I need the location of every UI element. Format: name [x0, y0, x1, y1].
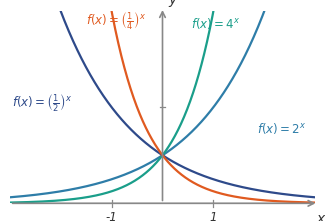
- Text: $f(x) = \left(\frac{1}{4}\right)^x$: $f(x) = \left(\frac{1}{4}\right)^x$: [86, 10, 147, 31]
- Text: $y$: $y$: [168, 0, 178, 9]
- Text: $f(x) = \left(\frac{1}{2}\right)^x$: $f(x) = \left(\frac{1}{2}\right)^x$: [12, 92, 73, 113]
- Text: $f(x) = 4^x$: $f(x) = 4^x$: [190, 15, 240, 30]
- Text: 1: 1: [210, 211, 217, 221]
- Text: -1: -1: [106, 211, 117, 221]
- Text: $x$: $x$: [316, 212, 325, 221]
- Text: $f(x) = 2^x$: $f(x) = 2^x$: [257, 121, 306, 136]
